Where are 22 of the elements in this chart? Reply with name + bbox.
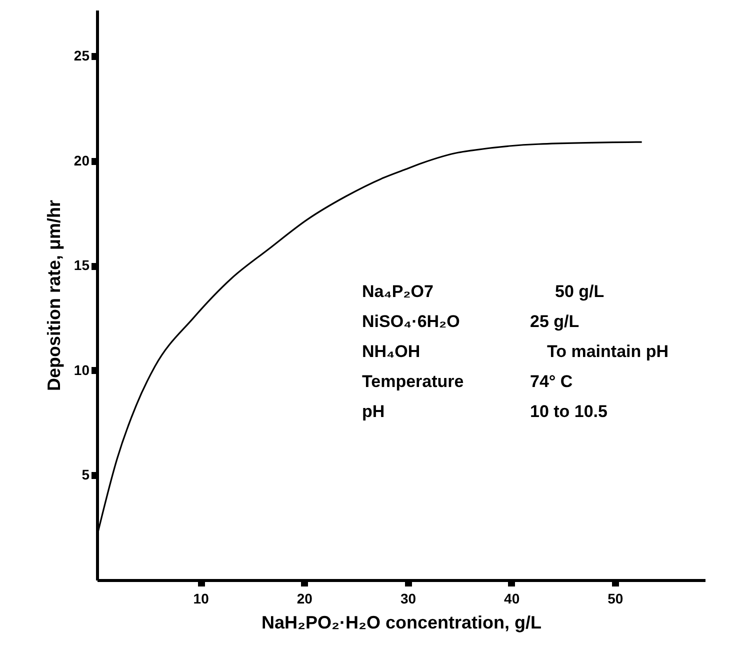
annotation: Na₄P₂O7 — [362, 282, 434, 301]
annotation: pH — [362, 402, 385, 421]
y-tick-label: 15 — [74, 257, 90, 274]
x-tick-label: 10 — [193, 590, 210, 606]
annotation: 74° C — [530, 372, 573, 391]
annotation: NiSO₄·6H₂O — [362, 312, 460, 331]
y-tick-label: 20 — [74, 152, 90, 168]
y-tick-label: 5 — [82, 466, 90, 483]
x-tick-label: 30 — [400, 590, 416, 606]
annotation: Temperature — [362, 372, 464, 391]
annotation: 25 g/L — [530, 312, 580, 331]
x-tick-label: 50 — [608, 590, 624, 606]
annotation: NH₄OH — [362, 342, 420, 361]
annotation: 10 to 10.5 — [530, 402, 608, 421]
x-tick-label: 20 — [296, 590, 313, 606]
y-tick-label: 25 — [74, 48, 90, 64]
annotation: 50 g/L — [555, 282, 604, 301]
annotation: To maintain pH — [547, 342, 669, 361]
y-axis-title: Deposition rate, μm/hr — [44, 200, 64, 392]
x-axis-title: NaH₂PO₂·H₂O concentration, g/L — [261, 612, 542, 632]
y-tick-label: 10 — [74, 362, 90, 378]
x-tick-label: 40 — [504, 590, 520, 606]
